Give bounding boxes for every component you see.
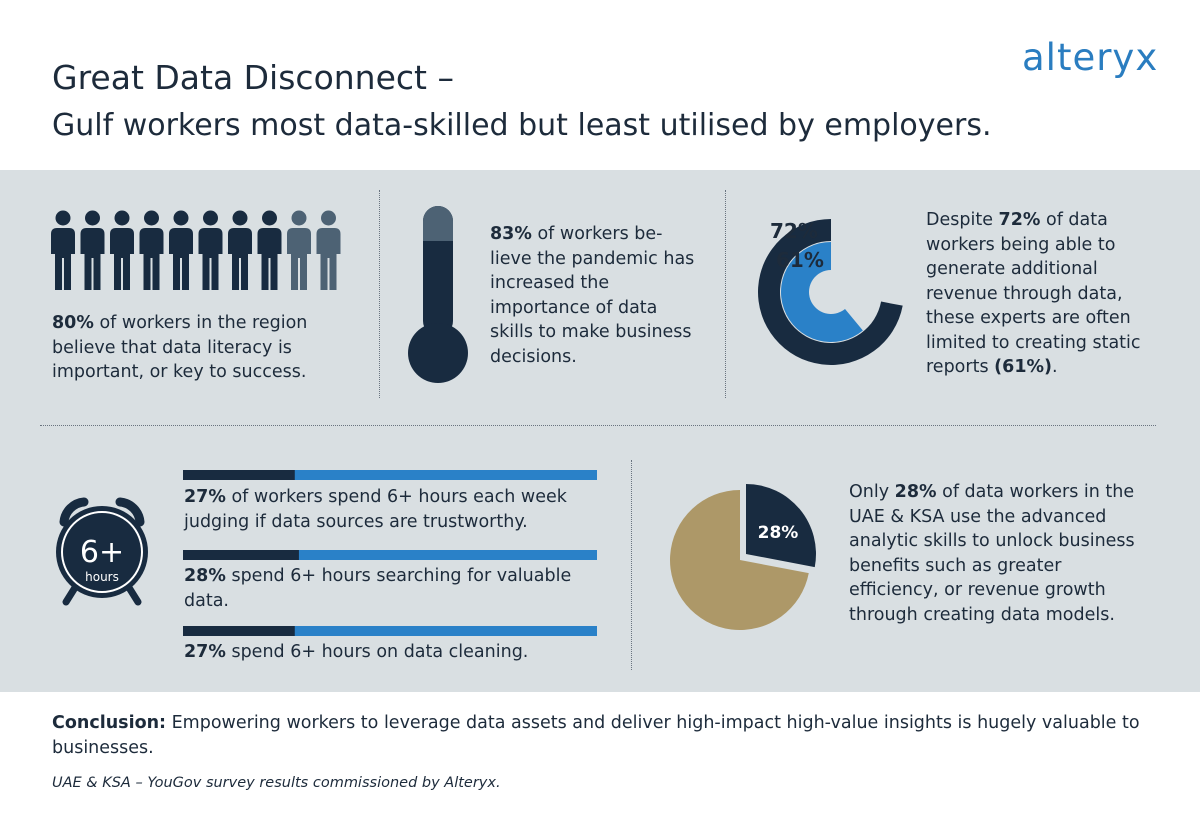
- person-icon: [139, 210, 164, 290]
- person-icon: [169, 210, 193, 290]
- analytics-stat-text: Only 28% of data workers in the UAE & KS…: [849, 480, 1149, 627]
- donut-inner-label: 61%: [776, 248, 824, 272]
- stat-description: Despite: [926, 210, 999, 230]
- divider: [40, 425, 1156, 426]
- analytics-pie-chart: 28%: [670, 484, 816, 630]
- bar-track: [183, 626, 597, 636]
- hours-stat-text: 28% spend 6+ hours searching for valuabl…: [184, 564, 604, 613]
- stat-description: of workers be-lieve the pandemic has inc…: [490, 224, 695, 367]
- pandemic-stat-text: 83% of workers be-lieve the pandemic has…: [490, 222, 700, 369]
- page-subtitle: Gulf workers most data-skilled but least…: [52, 108, 992, 143]
- person-icon: [51, 210, 75, 290]
- hours-bar-chart: [183, 470, 597, 636]
- revenue-stat-text: Despite 72% of data workers being able t…: [926, 208, 1166, 380]
- hours-stat-text: 27% of workers spend 6+ hours each week …: [184, 485, 604, 534]
- revenue-donut-chart: 72% 61%: [758, 219, 903, 365]
- person-icon: [110, 210, 134, 290]
- stats-panel: [0, 170, 1200, 692]
- divider: [379, 190, 380, 398]
- stat-highlight: 28%: [184, 566, 226, 586]
- donut-outer-label: 72%: [770, 219, 818, 243]
- source-note: UAE & KSA – YouGov survey results commis…: [52, 775, 501, 791]
- person-icon: [316, 210, 341, 290]
- stat-description: spend 6+ hours on data cleaning.: [225, 642, 529, 662]
- divider: [631, 460, 632, 670]
- stat-highlight: 72%: [998, 210, 1041, 230]
- bar-fill: [183, 626, 295, 636]
- person-icon: [228, 210, 252, 290]
- donut-outer-arc: [758, 219, 903, 365]
- conclusion-text: Conclusion: Empowering workers to levera…: [52, 711, 1152, 760]
- divider: [725, 190, 726, 398]
- people-icon-row: [51, 210, 341, 290]
- stat-description: of data workers in the UAE & KSA use the…: [849, 482, 1135, 625]
- stat-description: of workers spend 6+ hours each week judg…: [184, 487, 567, 532]
- stat-highlight: 80%: [52, 313, 94, 333]
- bar-fill: [183, 550, 299, 560]
- donut-inner-arc: [781, 242, 863, 342]
- stat-description: spend 6+ hours searching for valuable da…: [184, 566, 572, 611]
- page-title: Great Data Disconnect –: [52, 58, 454, 97]
- conclusion-body: Empowering workers to leverage data asse…: [52, 713, 1140, 758]
- stat-description: of data workers being able to generate a…: [926, 210, 1141, 377]
- clock-unit: hours: [85, 570, 119, 584]
- literacy-stat-text: 80% of workers in the region believe tha…: [52, 311, 352, 385]
- stat-highlight: 28%: [894, 482, 937, 502]
- stat-highlight: 27%: [184, 642, 226, 662]
- stat-description: of workers in the region believe that da…: [52, 313, 308, 382]
- alteryx-logo: alteryx: [1022, 36, 1159, 79]
- pie-slice-rest: [670, 490, 809, 630]
- pie-slice-highlight: [746, 484, 816, 568]
- bar-track: [183, 470, 597, 480]
- stat-highlight: 27%: [184, 487, 226, 507]
- bar-track: [183, 550, 597, 560]
- person-icon: [257, 210, 282, 290]
- stat-description: .: [1052, 357, 1058, 377]
- alarm-clock-icon: 6+ hours: [56, 497, 148, 606]
- stat-description: Only: [849, 482, 895, 502]
- clock-value: 6+: [80, 535, 124, 570]
- person-icon: [80, 210, 105, 290]
- thermometer-icon: [408, 206, 468, 383]
- conclusion-label: Conclusion:: [52, 713, 167, 733]
- stat-highlight: (61%): [994, 357, 1053, 377]
- stat-highlight: 83%: [490, 224, 532, 244]
- person-icon: [287, 210, 311, 290]
- hours-stat-text: 27% spend 6+ hours on data cleaning.: [184, 640, 604, 665]
- pie-label: 28%: [758, 523, 799, 543]
- bar-fill: [183, 470, 295, 480]
- person-icon: [198, 210, 223, 290]
